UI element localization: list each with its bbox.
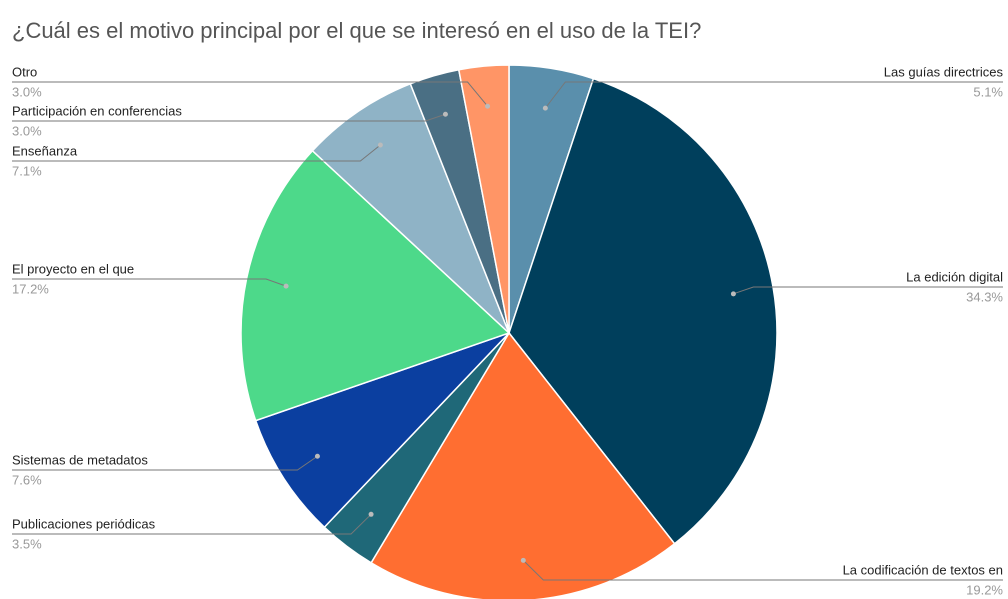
pie-slice [457,64,510,334]
leader-dot [314,453,320,459]
leader-dot [283,283,289,289]
leader-dot [442,111,448,117]
slice-value: 34.3% [966,289,1003,304]
slice-value: 3.0% [12,84,42,99]
slice-value: 5.1% [973,84,1003,99]
leader-line [12,81,488,107]
slice-value: 17.2% [12,281,49,296]
slice-label: Las guías directrices [884,64,1004,79]
slice-label: El proyecto en el que [12,261,134,276]
slice-label: La codificación de textos en [843,562,1003,577]
slice-value: 7.1% [12,163,42,178]
slice-label: Enseñanza [12,143,78,158]
leader-dot [520,557,526,563]
pie-slice [254,332,510,529]
leader-dot [730,291,736,297]
leader-dot [542,105,548,111]
slice-value: 3.0% [12,123,42,138]
slice-label: Participación en conferencias [12,103,182,118]
leader-dot [368,511,374,517]
slice-value: 3.5% [12,536,42,551]
leader-line [522,559,1003,581]
slice-value: 7.6% [12,472,42,487]
leader-line [12,113,446,122]
slice-label: Otro [12,64,37,79]
leader-line [544,81,1003,109]
pie-slice [311,82,510,334]
slice-value: 19.2% [966,582,1003,597]
leader-line [12,513,372,535]
leader-line [12,144,381,162]
slice-label: Sistemas de metadatos [12,452,148,467]
chart-title: ¿Cuál es el motivo principal por el que … [12,18,701,43]
leader-dot [377,142,383,148]
leader-line [12,278,287,287]
pie-slice [370,331,676,599]
leader-line [12,455,318,471]
slice-label: Publicaciones periódicas [12,516,156,531]
pie-slice [240,149,511,422]
leader-line [733,286,1003,295]
leader-dot [485,103,491,109]
slice-label: La edición digital [906,269,1003,284]
